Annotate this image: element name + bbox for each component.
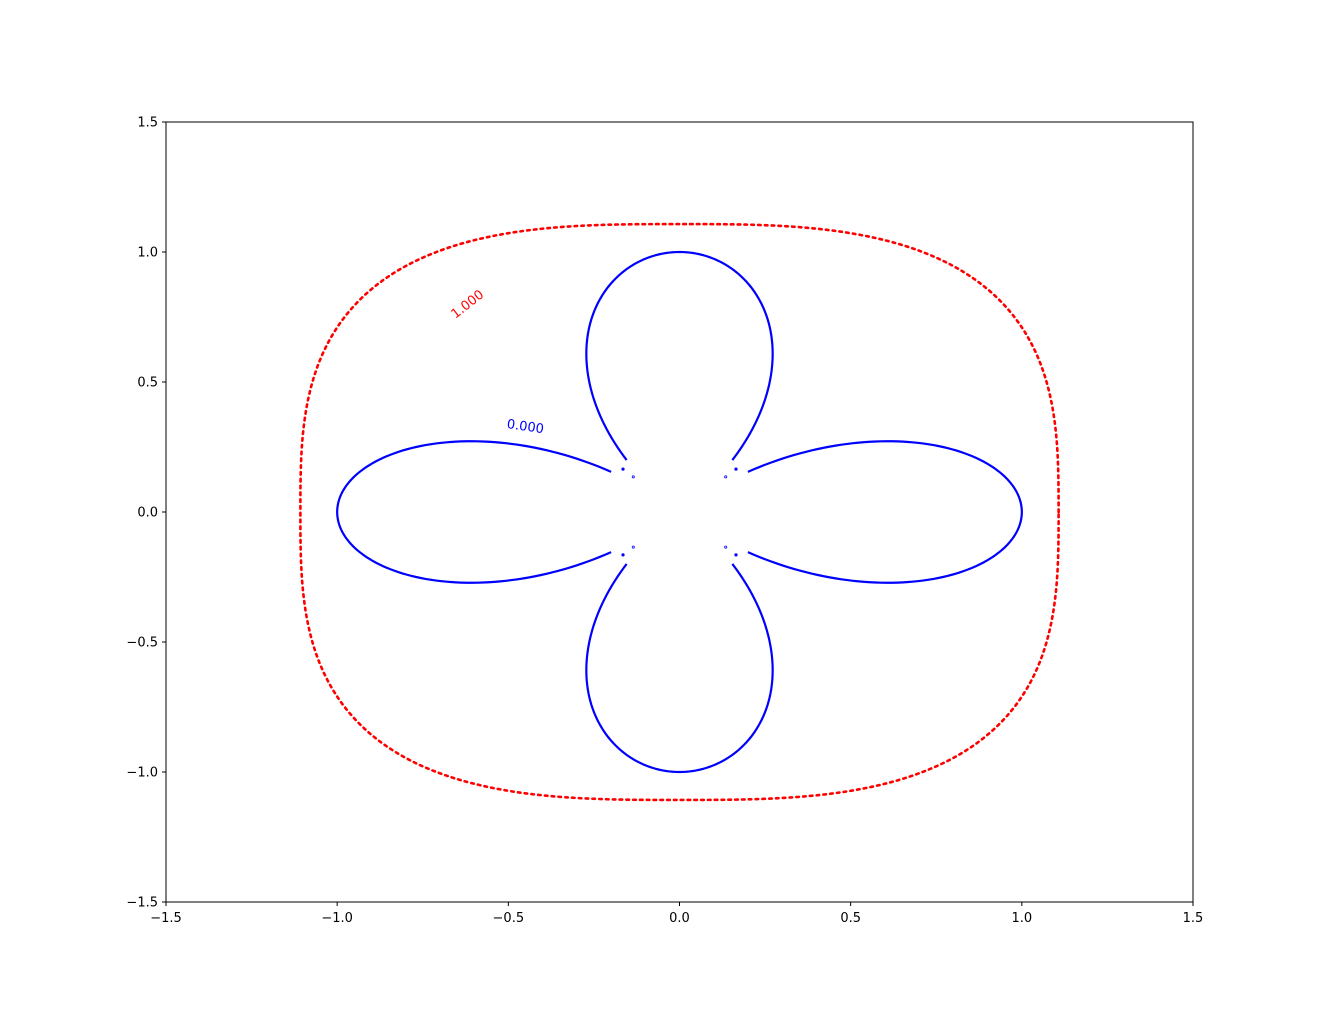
y-tick-label: 0.0	[137, 506, 158, 521]
contour-level-0-leaf	[336, 440, 612, 584]
y-tick-label: −1.0	[126, 766, 158, 781]
contour-level-1-line	[299, 222, 1060, 802]
y-tick-label: 0.5	[137, 376, 158, 391]
contour-level-0-fragment	[631, 475, 635, 479]
contour-level-0-fragment	[724, 545, 728, 549]
x-tick-label: 0.0	[669, 911, 690, 926]
axes-frame	[165, 121, 1194, 903]
contour-level-0-fragment	[724, 475, 728, 479]
x-tick-label: −1.0	[321, 911, 353, 926]
x-tick-label: 0.5	[840, 911, 861, 926]
x-tick-label: 1.0	[1011, 911, 1032, 926]
y-tick-label: −0.5	[126, 636, 158, 651]
contour-level-0-fragment	[621, 467, 625, 471]
y-tick-label: 1.0	[137, 246, 158, 261]
x-axis: −1.5 −1.0 −0.5 0.0 0.5 1.0 1.5	[150, 902, 1203, 926]
y-axis: −1.5 −1.0 −0.5 0.0 0.5 1.0 1.5	[126, 116, 166, 911]
contour-level-0-fragment	[734, 553, 738, 557]
y-tick-label: 1.5	[137, 116, 158, 131]
y-tick-label: −1.5	[126, 896, 158, 911]
x-tick-label: −1.5	[150, 911, 182, 926]
contour-label-gap	[502, 414, 549, 437]
contour-level-0-leaf	[747, 440, 1023, 584]
x-tick-label: −0.5	[493, 911, 525, 926]
contour-level-0-leaf	[585, 250, 774, 461]
contour-level-label: 0.000	[506, 417, 545, 437]
contour-level-0-fragment	[734, 467, 738, 471]
contour-level-0-fragment	[631, 545, 635, 549]
contour-level-0-fragment	[621, 553, 625, 557]
contour-level-0-leaf	[585, 563, 774, 774]
contour-label-gap	[444, 283, 489, 324]
x-tick-label: 1.5	[1183, 911, 1204, 926]
